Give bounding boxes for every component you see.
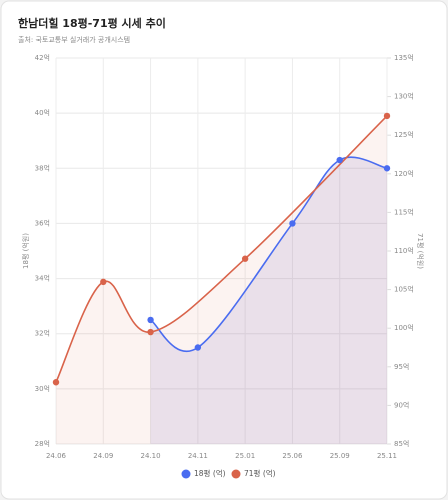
y2-tick-label: 130억 (394, 93, 414, 101)
y2-tick-label: 125억 (394, 131, 414, 139)
y2-tick-label: 95억 (394, 363, 409, 371)
x-tick-label: 24.11 (188, 452, 208, 460)
legend-label: 18평 (억) (194, 468, 226, 478)
y2-tick-label: 115억 (394, 208, 414, 216)
y-axis-title: 18평 (억원) (21, 233, 30, 269)
legend-swatch (231, 469, 241, 479)
legend-swatch (181, 469, 191, 479)
y2-tick-label: 120억 (394, 170, 414, 178)
y-tick-label: 38억 (35, 164, 50, 172)
area (150, 157, 387, 444)
point (383, 112, 391, 120)
y2-tick-label: 85억 (394, 440, 409, 448)
y2-tick-label: 135억 (394, 54, 414, 62)
y-tick-label: 28억 (35, 440, 50, 448)
x-tick-label: 24.06 (46, 452, 67, 460)
point (289, 220, 296, 227)
point (147, 316, 154, 324)
y2-tick-label: 110억 (394, 247, 414, 255)
y-tick-label: 40억 (35, 109, 50, 117)
line (55, 115, 388, 383)
y-tick-label: 36억 (35, 219, 50, 227)
chart-title: 한남더힐 18평-71평 시세 추이 (18, 16, 166, 30)
x-tick-label: 25.01 (235, 452, 255, 460)
x-tick-label: 25.09 (330, 452, 350, 460)
y2-tick-label: 105억 (394, 286, 414, 294)
legend-label: 71평 (억) (244, 468, 276, 478)
point (383, 165, 391, 172)
y2-tick-label: 100억 (394, 324, 414, 332)
point (194, 344, 202, 351)
point (52, 379, 60, 386)
point (336, 156, 343, 164)
point (147, 328, 154, 336)
area (56, 115, 387, 445)
y-tick-label: 34억 (35, 275, 50, 283)
y-tick-label: 32억 (35, 330, 50, 338)
x-tick-label: 25.11 (377, 452, 397, 460)
x-tick-label: 24.10 (141, 452, 161, 460)
y2-axis-title: 71평 (억원) (416, 233, 425, 269)
point (241, 255, 249, 262)
y-tick-label: 42억 (35, 54, 50, 62)
x-tick-label: 24.09 (93, 452, 113, 460)
point (100, 278, 107, 286)
y2-tick-label: 90억 (394, 401, 409, 409)
x-tick-label: 25.06 (282, 452, 303, 460)
y-tick-label: 30억 (35, 385, 50, 393)
chart-subtitle: 출처: 국토교통부 실거래가 공개시스템 (18, 35, 130, 44)
